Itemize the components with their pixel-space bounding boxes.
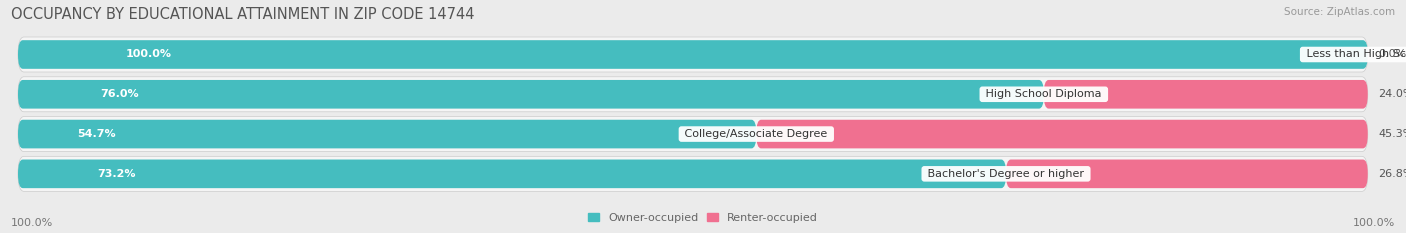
FancyBboxPatch shape [18,40,1368,69]
FancyBboxPatch shape [18,77,1368,112]
Text: Bachelor's Degree or higher: Bachelor's Degree or higher [924,169,1088,179]
FancyBboxPatch shape [1007,160,1368,188]
Text: 100.0%: 100.0% [127,49,172,59]
Text: 45.3%: 45.3% [1378,129,1406,139]
FancyBboxPatch shape [18,37,1368,72]
Text: Source: ZipAtlas.com: Source: ZipAtlas.com [1284,7,1395,17]
Text: Less than High School: Less than High School [1303,49,1406,59]
Text: High School Diploma: High School Diploma [983,89,1105,99]
Legend: Owner-occupied, Renter-occupied: Owner-occupied, Renter-occupied [583,209,823,227]
Text: 100.0%: 100.0% [1353,218,1395,228]
Text: 0.0%: 0.0% [1378,49,1406,59]
FancyBboxPatch shape [18,160,1007,188]
Text: 100.0%: 100.0% [11,218,53,228]
Text: OCCUPANCY BY EDUCATIONAL ATTAINMENT IN ZIP CODE 14744: OCCUPANCY BY EDUCATIONAL ATTAINMENT IN Z… [11,7,475,22]
Text: 54.7%: 54.7% [77,129,115,139]
Text: 24.0%: 24.0% [1378,89,1406,99]
FancyBboxPatch shape [18,120,756,148]
FancyBboxPatch shape [18,116,1368,151]
FancyBboxPatch shape [1043,80,1368,109]
FancyBboxPatch shape [18,80,1043,109]
FancyBboxPatch shape [18,156,1368,191]
FancyBboxPatch shape [756,120,1368,148]
Text: College/Associate Degree: College/Associate Degree [682,129,831,139]
Text: 76.0%: 76.0% [100,89,139,99]
Text: 73.2%: 73.2% [97,169,135,179]
Text: 26.8%: 26.8% [1378,169,1406,179]
